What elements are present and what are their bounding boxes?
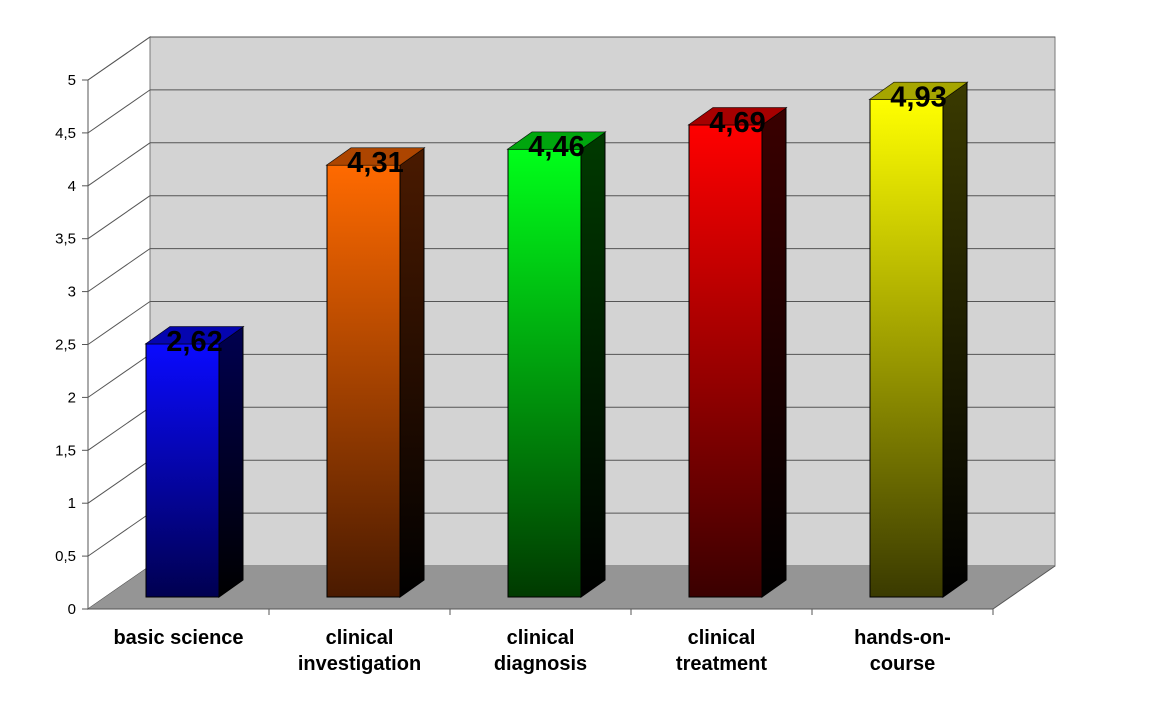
bar-front	[507, 148, 582, 598]
bar-side	[761, 106, 787, 598]
bar-side	[942, 81, 968, 598]
bar-front	[869, 98, 944, 598]
y-tick-label: 1	[68, 495, 76, 512]
y-tick-label: 3,5	[55, 231, 76, 248]
bar-top-highlight	[689, 107, 786, 125]
data-label: 4,31	[347, 147, 403, 179]
gridline-side	[87, 36, 151, 81]
x-category-label: course	[870, 653, 936, 675]
y-tick-label: 3	[68, 284, 76, 301]
x-category-label: treatment	[676, 653, 767, 675]
y-tick-label: 0	[68, 601, 76, 618]
gridline-side	[87, 248, 151, 293]
gridline-side	[87, 406, 151, 451]
gridline-side	[87, 195, 151, 240]
bar-side	[218, 325, 244, 598]
bar-side	[580, 131, 606, 598]
x-category-label: clinical	[688, 627, 756, 649]
data-label: 4,69	[709, 107, 765, 139]
y-tick-label: 4,5	[55, 125, 76, 142]
bar-5	[868, 81, 969, 598]
x-category-label: diagnosis	[494, 653, 587, 675]
y-tick-label: 2,5	[55, 337, 76, 354]
bar-front	[145, 343, 220, 598]
data-label: 2,62	[166, 326, 222, 358]
bar-top-highlight	[870, 82, 967, 100]
gridline-side	[87, 89, 151, 134]
x-category-label: clinical	[507, 627, 575, 649]
gridline-side	[87, 512, 151, 557]
x-category-label: hands-on-	[854, 627, 951, 649]
bar-3	[506, 131, 607, 598]
y-tick-label: 4	[68, 178, 76, 195]
y-tick-label: 0,5	[55, 548, 76, 565]
data-label: 4,46	[528, 131, 584, 163]
gridline-side	[87, 353, 151, 398]
y-tick-label: 1,5	[55, 442, 76, 459]
gridline-side	[87, 301, 151, 345]
gridline-side	[87, 459, 151, 504]
data-label: 4,93	[890, 81, 946, 113]
x-axis-end-line	[992, 565, 1056, 610]
bar-top-highlight	[146, 326, 243, 344]
bar-4	[687, 106, 788, 598]
bar-front	[326, 164, 401, 598]
x-category-label: clinical	[326, 627, 394, 649]
y-tick-label: 2	[68, 389, 76, 406]
bar-top-highlight	[508, 132, 605, 150]
bar-front	[688, 124, 763, 598]
x-category-label: basic science	[113, 627, 243, 649]
bar-top-highlight	[327, 148, 424, 166]
bar-side	[399, 147, 425, 598]
bar-1	[144, 325, 245, 598]
y-tick-label: 5	[68, 72, 76, 89]
gridline-side	[87, 142, 151, 187]
x-category-label: investigation	[298, 653, 421, 675]
bar-2	[325, 147, 426, 598]
